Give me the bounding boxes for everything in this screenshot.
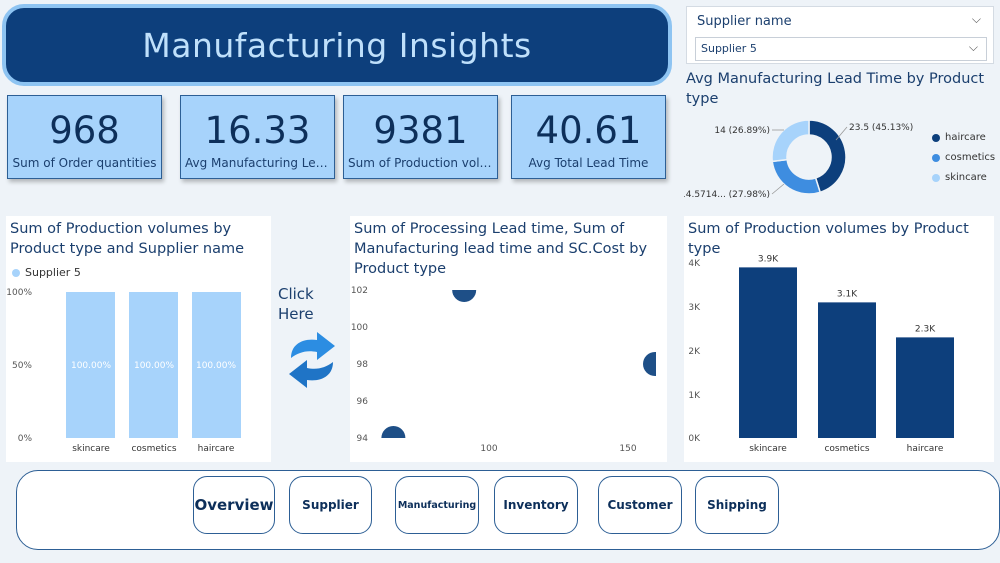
bar-haircare[interactable] <box>192 292 241 438</box>
chart-title: Sum of Processing Lead time, Sum of Manu… <box>354 221 648 277</box>
click-here-label: Click Here <box>278 284 314 324</box>
nav-button-shipping[interactable]: Shipping <box>695 476 779 534</box>
chevron-down-icon[interactable]: ⌵ <box>971 12 981 26</box>
legend-item-skincare[interactable]: skincare <box>932 172 987 183</box>
chevron-down-icon[interactable]: ⌵ <box>968 40 978 54</box>
x-tick-label: skincare <box>749 444 787 454</box>
nav-button-supplier[interactable]: Supplier <box>289 476 372 534</box>
x-tick-label: haircare <box>907 444 944 454</box>
nav-button-customer[interactable]: Customer <box>598 476 682 534</box>
bar-chart: 4K 3K 2K 1K 0K 3.9K skincare 3.1K cosmetics… <box>688 254 954 454</box>
bar-cosmetics[interactable] <box>129 292 178 438</box>
scatter-point[interactable] <box>452 278 477 302</box>
legend-label: Supplier 5 <box>25 266 81 279</box>
legend-dot <box>932 133 940 142</box>
chart-title: Avg Manufacturing Lead Time by Product t… <box>686 71 985 107</box>
y-tick-label: 102 <box>351 286 368 296</box>
y-tick-label: 4K <box>688 259 701 269</box>
slicer-header: Supplier name <box>697 14 792 29</box>
y-tick-label: 100 <box>351 323 368 333</box>
x-tick-label: skincare <box>72 444 110 454</box>
legend-dot <box>12 268 20 277</box>
y-tick-label: 0% <box>18 434 33 444</box>
x-tick-label: haircare <box>198 444 235 454</box>
legend-item-supplier[interactable]: Supplier 5 <box>12 266 81 279</box>
donut-slice-skincare[interactable] <box>771 119 810 163</box>
kpi-value: 968 <box>49 109 120 152</box>
x-tick-label: 100 <box>480 444 497 454</box>
kpi-label: Sum of Order quantities <box>12 156 157 170</box>
chart-title: Sum of Production volumes by Product typ… <box>688 221 969 257</box>
data-label: 100.00% <box>71 361 111 371</box>
kpi-label: Avg Total Lead Time <box>528 156 649 170</box>
kpi-value: 9381 <box>373 109 468 152</box>
bar-skincare[interactable] <box>739 267 797 438</box>
kpi-card-order-quantities: 968 Sum of Order quantities <box>7 95 162 179</box>
legend-dot <box>932 173 940 182</box>
y-tick-label: 94 <box>357 434 369 444</box>
donut-data-label: 23.5 (45.13%) <box>849 123 913 133</box>
y-tick-label: 0K <box>688 434 701 444</box>
stacked-bar-chart: 100% 50% 0% skincare cosmetics haircare … <box>6 288 241 454</box>
kpi-value: 16.33 <box>204 109 311 152</box>
y-tick-label: 96 <box>357 397 369 407</box>
click-here-line: Here <box>278 305 314 323</box>
supplier-dropdown[interactable]: Supplier 5 ⌵ <box>695 37 987 61</box>
bar-haircare[interactable] <box>896 337 954 438</box>
y-tick-label: 50% <box>12 361 32 371</box>
bar-skincare[interactable] <box>66 292 115 438</box>
kpi-card-production-volume: 9381 Sum of Production volu... <box>343 95 498 179</box>
leader-line <box>835 126 848 141</box>
kpi-label: Avg Manufacturing Lea... <box>185 156 334 170</box>
nav-button-overview[interactable]: Overview <box>193 476 275 534</box>
legend-dot <box>932 153 940 162</box>
supplier-selected-value: Supplier 5 <box>701 42 757 55</box>
x-tick-label: cosmetics <box>131 444 176 454</box>
donut-chart-panel: Avg Manufacturing Lead Time by Product t… <box>684 66 995 206</box>
kpi-card-total-lead-time: 40.61 Avg Total Lead Time <box>511 95 666 179</box>
data-label: 100.00% <box>196 361 236 371</box>
stacked-chart-panel: Sum of Production volumes by Product typ… <box>6 216 271 462</box>
data-label: 2.3K <box>915 324 936 334</box>
legend-item-haircare[interactable]: haircare <box>932 132 986 143</box>
data-label: 3.9K <box>758 254 779 264</box>
chart-title: Sum of Production volumes by Product typ… <box>10 221 245 257</box>
y-tick-label: 98 <box>357 360 369 370</box>
scatter-point[interactable] <box>381 426 406 450</box>
title-banner: Manufacturing Insights <box>2 4 672 86</box>
y-tick-label: 2K <box>688 347 701 357</box>
data-label: 3.1K <box>837 289 858 299</box>
x-tick-label: cosmetics <box>824 444 869 454</box>
scatter-chart-panel: Sum of Processing Lead time, Sum of Manu… <box>350 216 667 462</box>
kpi-value: 40.61 <box>535 109 642 152</box>
data-label: 100.00% <box>134 361 174 371</box>
donut-slice-haircare[interactable] <box>808 119 847 194</box>
legend-label: skincare <box>945 172 987 183</box>
y-tick-label: 1K <box>688 391 701 401</box>
scatter-chart: 102 100 98 96 94 100 150 <box>351 278 667 454</box>
legend-label: haircare <box>945 132 986 143</box>
legend-item-cosmetics[interactable]: cosmetics <box>932 152 995 163</box>
y-tick-label: 3K <box>688 303 701 313</box>
click-here-line: Click <box>278 285 314 303</box>
donut-slice-cosmetics[interactable] <box>771 158 822 195</box>
donut-chart: 23.5 (45.13%) 14.5714... (27.98%) 14 (26.8… <box>684 119 913 200</box>
bar-cosmetics[interactable] <box>818 302 876 438</box>
x-tick-label: 150 <box>619 444 636 454</box>
y-tick-label: 100% <box>6 288 32 298</box>
legend-label: cosmetics <box>945 152 996 163</box>
nav-button-manufacturing[interactable]: Manufacturing <box>395 476 479 534</box>
scatter-point[interactable] <box>643 352 667 376</box>
donut-data-label: 14.5714... (27.98%) <box>684 190 770 200</box>
page-title: Manufacturing Insights <box>142 25 532 65</box>
donut-data-label: 14 (26.89%) <box>714 126 770 136</box>
kpi-label: Sum of Production volu... <box>348 156 497 170</box>
navigation-bar: Overview Supplier Manufacturing Inventor… <box>16 470 1000 550</box>
bar-chart-panel: Sum of Production volumes by Product typ… <box>684 216 994 462</box>
nav-button-inventory[interactable]: Inventory <box>494 476 578 534</box>
supplier-slicer[interactable]: Supplier name ⌵ Supplier 5 ⌵ <box>686 6 994 64</box>
kpi-card-manufacturing-lead: 16.33 Avg Manufacturing Lea... <box>180 95 335 179</box>
leader-line <box>771 183 785 195</box>
swap-arrows-icon[interactable] <box>277 328 347 392</box>
